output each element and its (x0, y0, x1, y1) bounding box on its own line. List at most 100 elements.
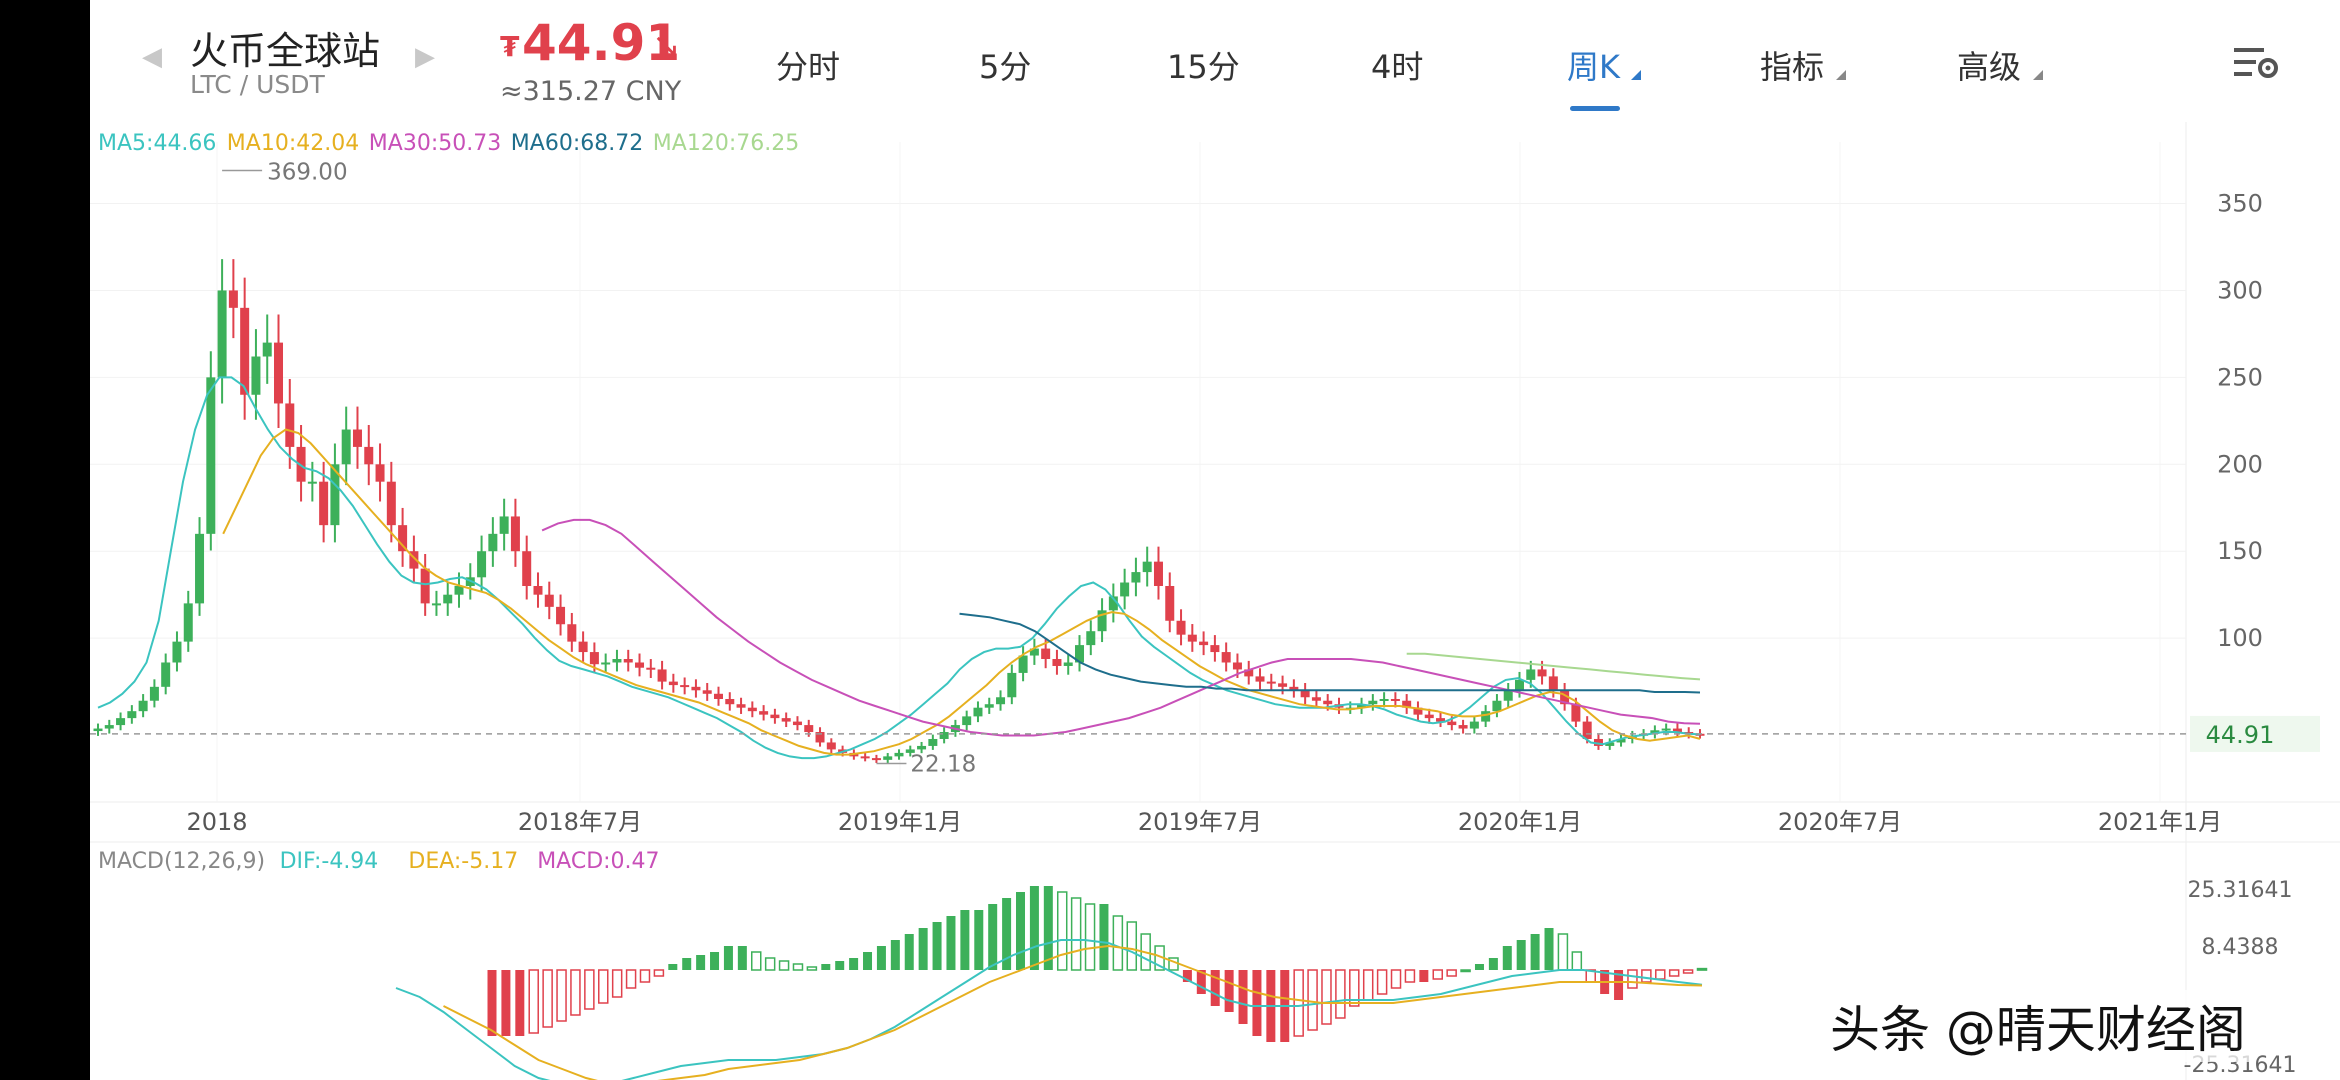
candle-down (804, 725, 814, 733)
candle-down (623, 659, 633, 663)
ma-legend-ma30: MA30:50.73 (369, 131, 501, 156)
macd-bar-negative (1376, 969, 1388, 995)
candle-up (330, 464, 340, 526)
candle-down (510, 516, 520, 552)
candle-down (578, 641, 588, 653)
macd-bar-negative (501, 970, 511, 1036)
settings-icon[interactable] (2232, 42, 2280, 82)
candle-down (1311, 697, 1321, 701)
candle-down (747, 707, 757, 712)
tab-weekly[interactable]: 周K (1567, 48, 1620, 86)
macd-bar-negative (1182, 970, 1192, 982)
ma5-line (97, 376, 1701, 760)
macd-bar-positive (1474, 964, 1484, 970)
ma120-line (1406, 652, 1701, 681)
last-price-tag (2190, 715, 2320, 752)
macd-bar-negative (1252, 970, 1262, 1036)
macd-bar-positive (1043, 886, 1053, 970)
last-price: 44.91 (522, 14, 681, 72)
macd-bar-positive (932, 922, 942, 970)
candle-down (1436, 718, 1446, 722)
tab-timeline[interactable]: 分时 (776, 48, 841, 86)
candle-down (319, 481, 329, 526)
macd-bar-positive (1099, 904, 1109, 970)
macd-bar-positive (1002, 898, 1012, 970)
screen-left-edge (0, 0, 90, 1080)
candle-up (172, 641, 182, 663)
candle-up (195, 533, 205, 604)
macd-bar-positive (974, 910, 984, 970)
macd-bar-positive (876, 946, 886, 970)
candle-down (1176, 620, 1186, 635)
candle-up (488, 533, 498, 552)
dif-line (395, 939, 1703, 1080)
macd-bar-positive (723, 946, 733, 970)
tab-15min[interactable]: 15分 (1167, 48, 1240, 86)
candle-up (443, 594, 453, 604)
candle-up (1481, 711, 1491, 722)
x-tick-label: 2019年7月 (1138, 808, 1262, 836)
chevron-left-icon[interactable]: ◀ (142, 42, 162, 72)
macd-bar-positive (1530, 934, 1540, 970)
ma-legend-ma120: MA120:76.25 (653, 131, 799, 156)
macd-bar-negative (1293, 969, 1304, 1037)
candle-down (1052, 659, 1062, 666)
max-price-label: 369.00 (267, 159, 347, 185)
macd-bar-negative (1335, 969, 1346, 1019)
candle-down (860, 756, 870, 759)
macd-legend-dif: DIF:-4.94 (280, 849, 379, 874)
macd-legend-macd_label: MACD:0.47 (537, 849, 659, 874)
candle-up (962, 716, 972, 726)
candle-down (544, 594, 554, 607)
kline-chart[interactable]: 100 150 200 250 300 350 2018 2018年7月 2019年1月 2019… (90, 122, 2340, 1080)
tab-advanced[interactable]: 高级 (1957, 48, 2022, 86)
macd-bar-positive (890, 940, 900, 970)
candle-up (612, 659, 622, 663)
candle-down (1447, 721, 1457, 726)
candle-down (1165, 585, 1175, 621)
candle-down (1300, 690, 1310, 698)
candle-up (477, 551, 487, 578)
x-tick-label: 2020年7月 (1778, 808, 1902, 836)
macd-bar-negative (1641, 969, 1652, 983)
candle-up (1616, 738, 1626, 743)
candle-up (1605, 742, 1615, 746)
candle-down (1593, 738, 1603, 746)
macd-bar-negative (1614, 970, 1624, 1000)
candle-up (138, 700, 148, 712)
tab-5min[interactable]: 5分 (979, 48, 1032, 86)
macd-bar-negative (653, 969, 665, 977)
candle-up (116, 718, 126, 726)
macd-bar-positive (806, 966, 818, 971)
candle-up (431, 603, 441, 606)
candle-down (702, 690, 712, 694)
candle-down (657, 669, 667, 682)
y-tick-label: 300 (2217, 276, 2263, 304)
tab-indicators[interactable]: 指标 (1760, 48, 1825, 86)
chevron-right-icon[interactable]: ▶ (415, 42, 435, 72)
macd-bar-positive (1460, 969, 1471, 973)
x-tick-label: 2019年1月 (838, 808, 962, 836)
candle-down (1153, 561, 1163, 586)
macd-bar-positive (1696, 967, 1708, 971)
candle-down (409, 551, 419, 569)
macd-bar-positive (960, 910, 970, 970)
macd-bar-positive (904, 934, 914, 970)
candle-down (1187, 634, 1197, 642)
candle-up (1661, 728, 1671, 731)
macd-bar-negative (487, 970, 497, 1036)
candle-down (1278, 683, 1288, 687)
top-bar: ◀ 火币全球站 LTC / USDT ▶ ₮ 44.91 ↘ ≈315.27 C… (90, 0, 2340, 123)
candle-up (905, 749, 915, 753)
min-price-label: 22.18 (910, 751, 976, 777)
tab-4hour[interactable]: 4时 (1371, 48, 1424, 86)
candle-up (454, 585, 464, 595)
candle-down (240, 307, 250, 395)
candle-down (736, 704, 746, 708)
down-arrow-icon: ↘ (652, 26, 681, 66)
candle-down (1210, 645, 1220, 653)
candle-down (1199, 641, 1209, 646)
candle-down (792, 721, 802, 726)
candle-down (1390, 698, 1400, 701)
candle-up (894, 752, 904, 757)
